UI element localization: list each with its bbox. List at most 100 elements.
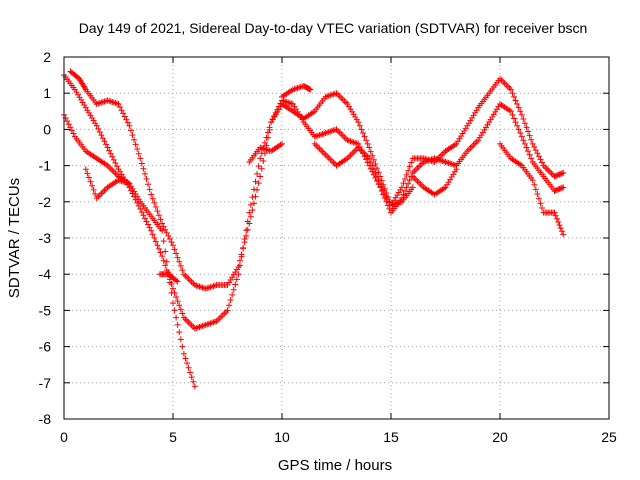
data-point	[151, 199, 158, 206]
data-point	[349, 150, 356, 157]
data-point	[199, 322, 206, 329]
data-point	[70, 130, 77, 137]
data-point	[507, 86, 514, 93]
data-point	[241, 239, 248, 246]
data-point	[543, 165, 550, 172]
data-point	[134, 199, 141, 206]
ticks: 0 5 10 15 20 25 -8 -7 -6 -5 -4 -3 -2 -1 0 1 2	[39, 49, 617, 445]
data-point	[247, 201, 254, 208]
data-point	[375, 169, 382, 176]
data-point	[517, 130, 524, 137]
data-point	[355, 119, 362, 126]
data-point	[201, 322, 208, 329]
data-point	[511, 115, 518, 122]
data-point	[378, 177, 385, 184]
data-point	[555, 218, 562, 225]
data-point	[453, 166, 460, 173]
data-point	[202, 321, 209, 328]
data-point	[173, 250, 180, 257]
data-point	[558, 228, 565, 235]
data-layer	[61, 68, 567, 390]
data-point	[124, 119, 131, 126]
data-point	[384, 196, 391, 203]
y-tick-label: -1	[39, 158, 52, 174]
data-point	[96, 128, 103, 135]
data-point	[101, 98, 108, 105]
chart-title: Day 149 of 2021, Sidereal Day-to-day VTE…	[79, 20, 588, 36]
data-point	[202, 285, 209, 292]
data-point	[115, 101, 122, 108]
data-point	[560, 184, 567, 191]
data-point	[472, 140, 479, 147]
data-point	[328, 157, 335, 164]
data-point	[350, 149, 357, 156]
data-point	[509, 90, 516, 97]
data-point	[254, 186, 261, 193]
data-point	[107, 98, 114, 105]
data-point	[402, 187, 409, 194]
data-point	[117, 104, 124, 111]
data-point	[176, 302, 183, 309]
data-point	[152, 238, 159, 245]
data-point	[467, 145, 474, 152]
data-point	[386, 199, 393, 206]
data-point	[184, 274, 191, 281]
data-point	[182, 355, 189, 362]
y-tick-label: 0	[43, 121, 51, 137]
data-point	[405, 180, 412, 187]
data-point	[101, 187, 108, 194]
data-point	[383, 193, 390, 200]
data-point	[266, 126, 273, 133]
data-point	[138, 160, 145, 167]
data-point	[552, 212, 559, 219]
data-point	[146, 186, 153, 193]
data-point	[95, 125, 102, 132]
data-point	[534, 191, 541, 198]
data-point	[403, 171, 410, 178]
x-tick-label: 20	[492, 429, 508, 445]
data-point	[180, 350, 187, 357]
data-point	[126, 180, 133, 187]
data-point	[406, 163, 413, 170]
data-point	[168, 281, 175, 288]
series-track-1	[61, 72, 567, 332]
data-point	[406, 177, 413, 184]
data-point	[166, 236, 173, 243]
data-point	[250, 186, 257, 193]
data-point	[96, 192, 103, 199]
data-point	[288, 100, 295, 107]
data-point	[512, 97, 519, 104]
data-point	[403, 184, 410, 191]
data-point	[126, 122, 133, 129]
data-point	[188, 374, 195, 381]
data-point	[145, 221, 152, 228]
data-point	[341, 97, 348, 104]
data-point	[352, 139, 359, 146]
data-point	[366, 155, 373, 162]
data-point	[244, 226, 251, 233]
data-point	[219, 312, 226, 319]
data-point	[170, 285, 176, 292]
data-point	[224, 307, 231, 314]
data-point	[556, 222, 563, 229]
data-point	[386, 206, 393, 213]
data-point	[67, 124, 74, 131]
data-point	[545, 167, 552, 174]
data-point	[177, 306, 184, 313]
data-point	[473, 138, 480, 145]
data-point	[64, 118, 71, 125]
data-point	[553, 215, 560, 222]
data-point	[145, 181, 152, 188]
data-point	[216, 315, 223, 322]
data-point	[412, 166, 419, 173]
data-point	[177, 262, 184, 269]
data-point	[249, 194, 256, 201]
data-point	[68, 127, 75, 134]
x-axis-label: GPS time / hours	[278, 457, 392, 474]
data-point	[260, 157, 267, 164]
data-point	[198, 284, 205, 291]
data-point	[246, 220, 253, 227]
data-point	[501, 80, 508, 87]
data-point	[230, 286, 237, 293]
series-track-7	[279, 82, 314, 100]
